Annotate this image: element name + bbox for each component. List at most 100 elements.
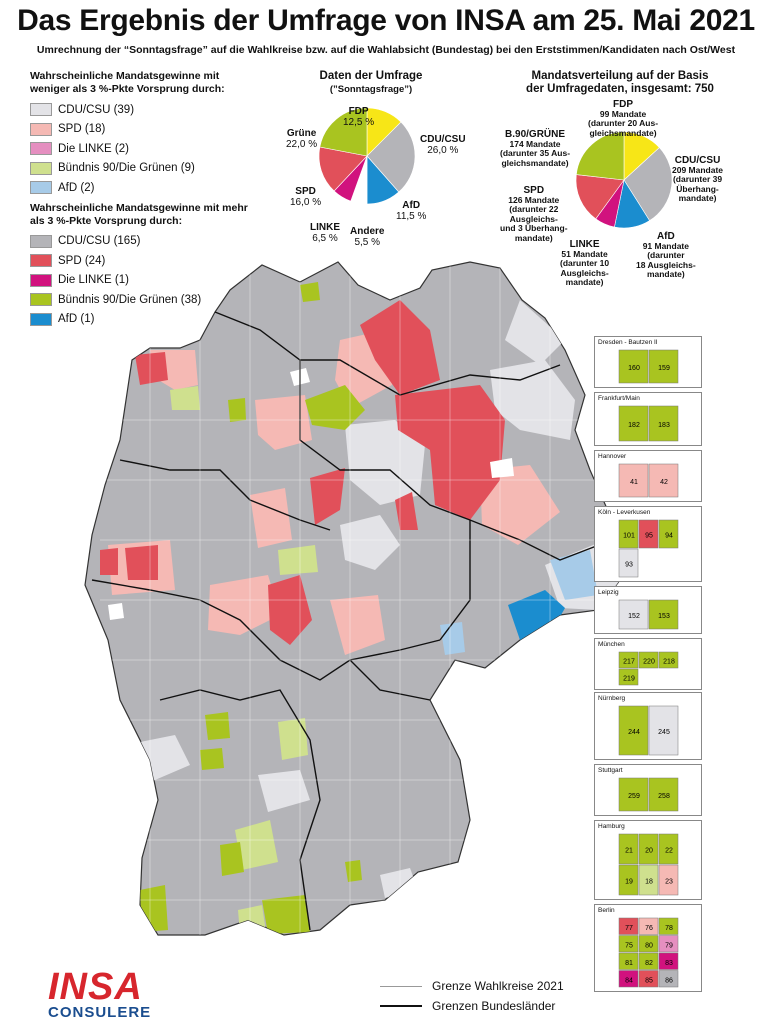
state-border-label: Grenzen Bundesländer [432,999,556,1013]
inset-district-number: 101 [623,533,635,540]
inset-district-number: 78 [665,925,673,932]
pie-slice-b-90-gr-ne [575,131,625,181]
inset-district-number: 41 [630,479,638,486]
legend-item: Die LINKE (2) [30,139,260,159]
inset-district [618,349,649,384]
inset-district [618,599,649,630]
inset-stuttgart: Stuttgart 259 258 [594,764,702,816]
inset-district-number: 42 [660,479,668,486]
legend-heading-weak: Wahrscheinliche Mandatsgewinne mit wenig… [30,70,225,95]
legend-swatch [30,161,52,175]
inset-district-number: 19 [625,879,633,886]
legend-item: CDU/CSU (165) [30,232,260,252]
inset-district [638,917,659,935]
inset-district-number: 95 [645,533,653,540]
inset-district-number: 18 [645,879,653,886]
inset-district-number: 20 [645,848,653,855]
poll-label-andere: Andere 5,5 % [350,226,385,248]
poll-pie-chart [318,107,416,205]
inset-district-number: 245 [658,729,670,736]
legend-item: SPD (18) [30,120,260,140]
inset-district [618,864,639,896]
legend-label: SPD (24) [58,254,106,267]
inset-title: Leipzig [598,589,619,596]
inset-district-number: 159 [658,365,670,372]
seat-label-cdu-csu: CDU/CSU 209 Mandate (darunter 39 Überhang-m… [672,155,724,203]
inset-district [618,705,649,756]
inset-district [638,970,659,988]
inset-title: Hannover [598,453,627,460]
legend-item: SPD (24) [30,251,260,271]
seat-label-linke: LINKE 51 Mandate (darunter 10 Ausgleichs-ma… [560,239,610,287]
inset-district-number: 219 [623,676,635,683]
inset-district [648,463,679,498]
inset-district [658,833,679,865]
inset-berlin: Berlin 77 76 78 75 80 79 81 82 83 84 85 86 [594,904,702,992]
inset-district-number: 83 [665,960,673,967]
inset-district [618,935,639,953]
wahlkreis-border-label: Grenze Wahlkreise 2021 [432,979,564,993]
inset-leipzig: Leipzig 152 153 [594,586,702,634]
inset-district [658,917,679,935]
inset-district [638,833,659,865]
legend-item: Bündnis 90/Die Grünen (9) [30,159,260,179]
pie-slice-gr-ne [319,107,368,157]
pie-slice-spd [575,174,625,220]
inset-title: München [598,641,625,648]
inset-district-number: 94 [665,533,673,540]
pie-slice-spd [318,146,368,192]
inset-district [638,952,659,970]
inset-district-number: 152 [628,613,640,620]
legend-swatch [30,293,52,307]
legend-label: CDU/CSU (165) [58,235,141,248]
poll-label-gr-ne: Grüne 22,0 % [286,128,318,150]
legend-label: Bündnis 90/Die Grünen (38) [58,293,202,306]
inset-district [648,705,679,756]
inset-district-number: 85 [645,977,653,984]
inset-title: Köln - Leverkusen [598,509,651,516]
inset-district-number: 182 [628,422,640,429]
inset-district [618,668,639,686]
legend-label: SPD (18) [58,123,106,136]
inset-district-number: 259 [628,793,640,800]
poll-title: Daten der Umfrage (”Sonntagsfrage”) [319,70,423,95]
inset-district-number: 153 [658,613,670,620]
inset-district-number: 22 [665,848,673,855]
inset-district [618,463,649,498]
inset-district-number: 81 [625,960,633,967]
inset-district-number: 82 [645,960,653,967]
legend-swatch [30,122,52,136]
legend-item: AfD (1) [30,310,260,330]
inset-district-number: 84 [625,977,633,984]
inset-title: Dresden - Bautzen II [598,339,658,346]
legend-swatch [30,312,52,326]
inset-district [658,935,679,953]
inset-district [658,651,679,669]
inset-district-number: 75 [625,942,633,949]
inset-district [658,970,679,988]
inset-district-number: 160 [628,365,640,372]
page-subtitle: Umrechnung der “Sonntagsfrage” auf die W… [36,44,736,56]
pie-slice-cdu-csu [366,121,416,193]
poll-label-fdp: FDP 12,5 % [343,106,375,128]
inset-district [618,519,639,549]
inset-district [658,519,679,549]
poll-label-afd: AfD 11,5 % [396,200,427,222]
inset-district-number: 220 [643,659,655,666]
inset-frankfurt-main: Frankfurt/Main 182 183 [594,392,702,446]
inset-district [638,935,659,953]
inset-dresden-bautzen-ii: Dresden - Bautzen II 160 159 [594,336,702,388]
inset-district-number: 86 [665,977,673,984]
inset-district [658,952,679,970]
inset-district-number: 80 [645,942,653,949]
inset-district-number: 217 [623,659,635,666]
map-legend: Grenze Wahlkreise 2021 Grenzen Bundeslän… [380,976,564,1016]
legend-swatch [30,181,52,195]
seat-label-b-90-gr-ne: B.90/GRÜNE 174 Mandate (darunter 35 Aus-gl… [500,129,571,168]
inset-district-number: 183 [658,422,670,429]
inset-district [638,651,659,669]
seat-label-afd: AfD 91 Mandate (darunter 18 Ausgleichs-mand… [636,231,696,279]
inset-district-number: 218 [663,659,675,666]
inset-district [648,777,679,812]
inset-district-number: 79 [665,942,673,949]
